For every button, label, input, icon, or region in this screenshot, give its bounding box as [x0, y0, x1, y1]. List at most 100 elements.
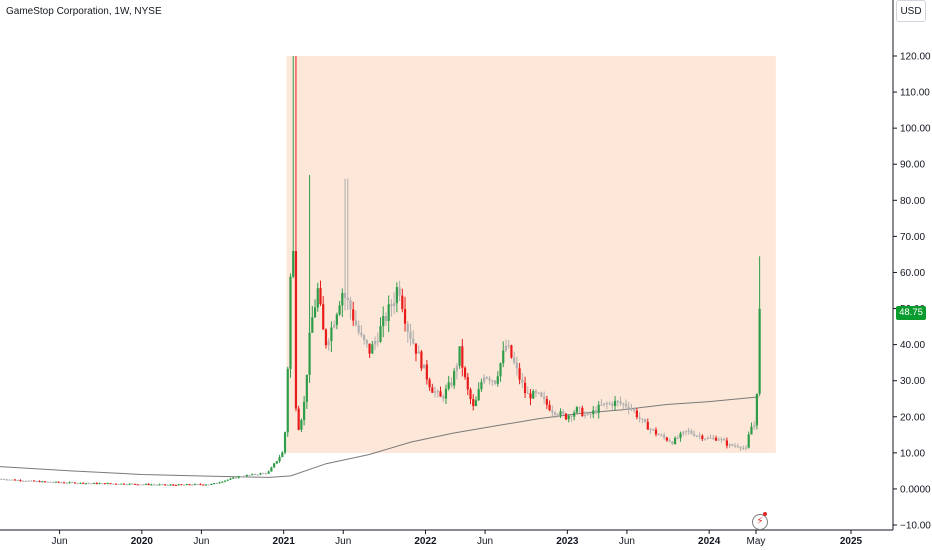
candle-body [267, 471, 270, 474]
candle-body [390, 304, 393, 307]
candle-body [349, 300, 352, 310]
candle-body [627, 406, 630, 409]
candle-body [196, 484, 199, 486]
candle-body [35, 481, 38, 483]
candle-body [188, 484, 191, 486]
candle-body [589, 413, 592, 415]
candle-body [439, 391, 442, 397]
lightning-icon[interactable]: ⚡ [752, 514, 768, 530]
notification-dot [763, 512, 767, 516]
candle-body [11, 479, 14, 481]
y-tick-label: 40.00 [900, 340, 925, 351]
highlight-rectangle [286, 56, 776, 453]
candle-body [616, 400, 619, 402]
candle-body [493, 380, 497, 384]
candle-body [485, 377, 488, 379]
candle-body [289, 276, 292, 369]
candle-body [401, 295, 404, 310]
candle-body [221, 481, 224, 483]
candle-body [27, 480, 30, 482]
candle-body [22, 480, 25, 482]
candle-body [608, 403, 611, 405]
candle-body [613, 400, 617, 406]
currency-button[interactable]: USD [896, 0, 926, 22]
y-tick-label: 0.0000 [900, 484, 931, 495]
x-tick-label: Jun [619, 536, 635, 547]
candle-body [226, 479, 229, 481]
candle-body [603, 403, 606, 405]
candle-body [499, 363, 502, 377]
candle-body [728, 444, 731, 446]
candle-body [346, 297, 349, 301]
candle-body [204, 484, 208, 486]
candle-body [297, 408, 300, 430]
candle-body [174, 484, 178, 486]
candle-body [54, 481, 58, 483]
moving-average-group [0, 396, 759, 478]
candle-body [357, 325, 360, 333]
candle-body [543, 396, 546, 400]
candle-body [281, 452, 284, 458]
candle-body [273, 463, 276, 468]
candle-body [185, 484, 188, 486]
candle-body [286, 368, 289, 433]
candle-body [316, 288, 319, 308]
candle-body [551, 410, 554, 413]
candle-body [431, 387, 434, 393]
candle-body [16, 480, 19, 482]
candle-body [136, 484, 139, 486]
candle-body [76, 483, 79, 485]
candle-body [548, 404, 551, 411]
candle-body [354, 320, 358, 326]
candles-group [0, 56, 761, 486]
candle-body [453, 370, 456, 386]
candle-body [60, 482, 63, 484]
candle-body [447, 382, 450, 389]
candle-body [469, 389, 472, 400]
candle-body [720, 439, 723, 441]
candle-body [153, 484, 156, 486]
candle-body [562, 411, 565, 414]
candle-body [84, 483, 88, 485]
candle-body [575, 407, 578, 413]
y-tick-label: −10.00 [900, 521, 931, 532]
candle-body [409, 331, 412, 339]
candle-body [545, 399, 548, 405]
candle-body [335, 314, 338, 325]
candle-body [510, 345, 513, 358]
candle-body [262, 473, 265, 475]
candle-body [414, 343, 418, 354]
y-tick-label: 120.00 [900, 52, 931, 63]
candle-body [455, 365, 458, 371]
candle-body [30, 480, 33, 482]
candle-body [202, 484, 205, 486]
candle-body [133, 483, 137, 485]
candle-body [643, 419, 647, 423]
candle-body [679, 433, 682, 438]
candle-body [319, 288, 322, 305]
candle-body [223, 480, 227, 482]
candle-body [103, 483, 107, 485]
candle-body [379, 326, 382, 342]
candle-body [139, 484, 142, 486]
candle-body [526, 392, 529, 394]
candle-body [523, 382, 527, 393]
candle-body [275, 461, 278, 464]
candle-body [352, 309, 355, 321]
candle-body [376, 341, 379, 343]
candle-body [150, 484, 153, 486]
candle-body [270, 467, 273, 472]
candle-body [461, 346, 464, 368]
candle-body [714, 437, 718, 441]
candle-body [635, 410, 638, 418]
candle-body [324, 329, 328, 346]
candle-body [303, 401, 306, 420]
candle-body [360, 332, 363, 336]
candle-body [583, 414, 587, 417]
candle-body [292, 251, 295, 277]
candle-body [232, 477, 235, 479]
last-price-badge: 48.75 [896, 306, 926, 320]
candle-body [458, 346, 461, 366]
y-tick-label: 30.00 [900, 376, 925, 387]
